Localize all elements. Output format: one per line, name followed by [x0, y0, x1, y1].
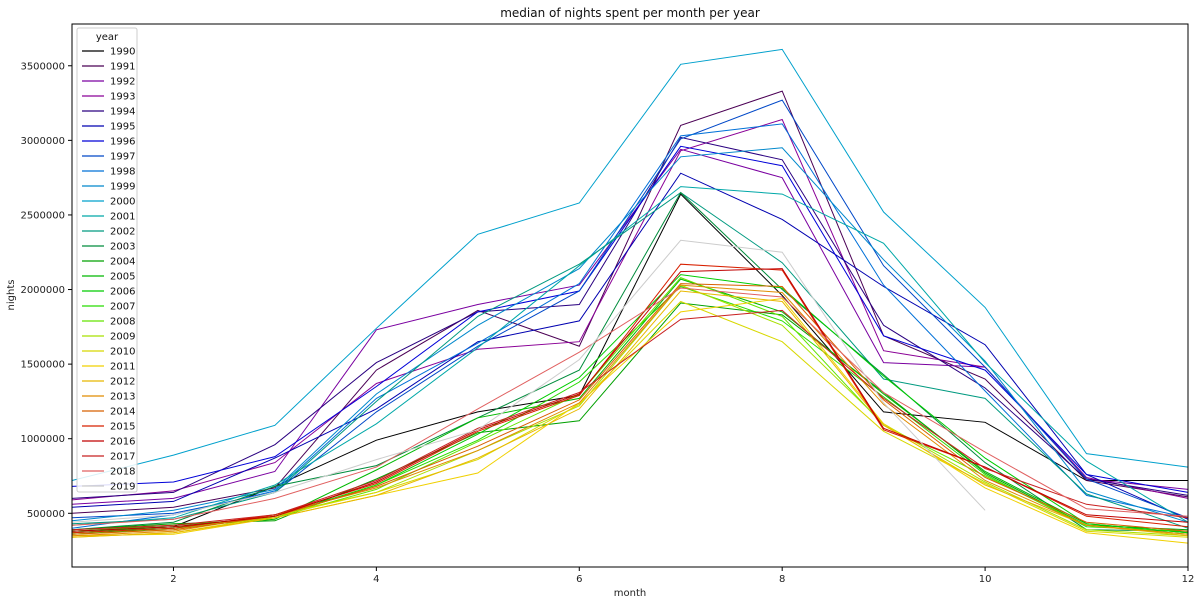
legend-label-2017: 2017 — [110, 452, 135, 463]
x-tick-label: 2 — [170, 574, 176, 585]
y-tick-label: 3500000 — [20, 61, 65, 72]
y-tick-label: 3000000 — [20, 136, 65, 147]
legend-label-2000: 2000 — [110, 197, 135, 208]
series-line-1994 — [71, 136, 1189, 499]
series-line-2019 — [71, 239, 986, 523]
y-tick-label: 500000 — [27, 509, 65, 520]
x-tick-label: 4 — [373, 574, 379, 585]
series-line-2016 — [71, 268, 1189, 532]
series-line-1998 — [71, 123, 1189, 529]
legend: year 19901991199219931994199519961997199… — [76, 27, 138, 493]
legend-label-2018: 2018 — [110, 467, 135, 478]
legend-label-2013: 2013 — [110, 392, 135, 403]
legend-label-2002: 2002 — [110, 227, 135, 238]
series-line-2018 — [71, 287, 1189, 526]
legend-label-2012: 2012 — [110, 377, 135, 388]
y-tick-label: 2500000 — [20, 210, 65, 221]
legend-label-2011: 2011 — [110, 362, 135, 373]
legend-label-1990: 1990 — [110, 47, 135, 58]
legend-label-2006: 2006 — [110, 287, 135, 298]
y-tick-label: 1500000 — [20, 360, 65, 371]
plot-frame — [71, 23, 1189, 568]
legend-label-2003: 2003 — [110, 242, 135, 253]
y-axis-ticks: 500000 1000000 1500000 2000000 2500000 300000… — [20, 61, 72, 520]
series-line-1996 — [71, 145, 1189, 493]
legend-label-1994: 1994 — [110, 107, 135, 118]
chart-title: median of nights spent per month per yea… — [500, 6, 760, 20]
series-line-2000 — [71, 48, 1189, 481]
legend-label-2005: 2005 — [110, 272, 135, 283]
legend-label-2004: 2004 — [110, 257, 135, 268]
series-line-1995 — [71, 172, 1189, 520]
series-line-2002 — [71, 191, 1189, 529]
series-line-2004 — [71, 302, 1189, 531]
y-axis-label: nights — [6, 280, 17, 311]
legend-label-1993: 1993 — [110, 92, 135, 103]
legend-title: year — [96, 32, 119, 43]
x-tick-label: 8 — [779, 574, 785, 585]
legend-label-2007: 2007 — [110, 302, 135, 313]
legend-label-1998: 1998 — [110, 167, 135, 178]
y-tick-label: 2000000 — [20, 285, 65, 296]
series-line-2017 — [71, 309, 1189, 531]
series-line-2003 — [71, 191, 1189, 532]
legend-label-1999: 1999 — [110, 182, 135, 193]
legend-label-1992: 1992 — [110, 77, 135, 88]
y-tick-label: 1000000 — [20, 434, 65, 445]
legend-label-2015: 2015 — [110, 422, 135, 433]
legend-box — [76, 27, 138, 493]
legend-label-2014: 2014 — [110, 407, 135, 418]
series-line-1991 — [71, 90, 1189, 514]
legend-label-2009: 2009 — [110, 332, 135, 343]
legend-label-2010: 2010 — [110, 347, 135, 358]
legend-label-2008: 2008 — [110, 317, 135, 328]
x-axis-label: month — [614, 588, 646, 599]
series-line-2012 — [71, 290, 1189, 538]
legend-label-1997: 1997 — [110, 152, 135, 163]
legend-items: 1990 1991 1992 1993 1994 1995 1996 1997 1998 1999… — [82, 47, 135, 493]
x-tick-label: 12 — [1182, 574, 1195, 585]
legend-label-2016: 2016 — [110, 437, 135, 448]
legend-label-1995: 1995 — [110, 122, 135, 133]
plot-lines — [71, 48, 1189, 544]
legend-label-1991: 1991 — [110, 62, 135, 73]
legend-label-2019: 2019 — [110, 482, 135, 493]
legend-label-2001: 2001 — [110, 212, 135, 223]
x-tick-label: 10 — [979, 574, 992, 585]
legend-label-1996: 1996 — [110, 137, 135, 148]
x-tick-label: 6 — [576, 574, 582, 585]
x-axis-ticks: 2 4 6 8 10 12 — [170, 567, 1194, 585]
series-line-2001 — [71, 186, 1189, 526]
